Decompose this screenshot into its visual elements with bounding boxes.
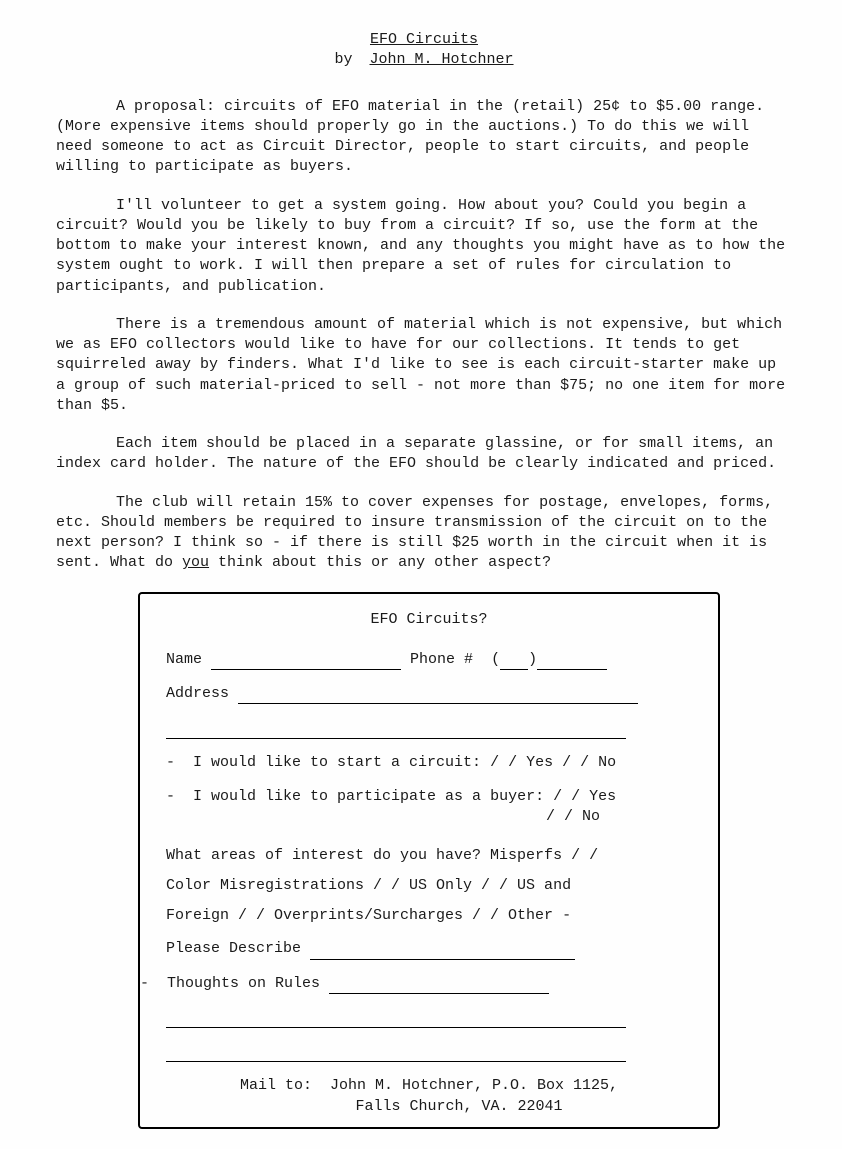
mail-to-row: Mail to: John M. Hotchner, P.O. Box 1125…: [166, 1076, 692, 1096]
address-line-2-row: [166, 718, 692, 738]
describe-row: Please Describe: [166, 939, 692, 959]
phone-label: Phone #: [410, 651, 473, 668]
describe-label: Please Describe: [166, 940, 301, 957]
name-phone-row: Name Phone # (): [166, 650, 692, 670]
thoughts-input-line-1[interactable]: [329, 977, 549, 994]
paragraph-5: The club will retain 15% to cover expens…: [56, 493, 792, 574]
thoughts-input-line-3[interactable]: [166, 1046, 626, 1063]
address-input-line[interactable]: [238, 688, 638, 705]
address-row: Address: [166, 684, 692, 704]
form-box: EFO Circuits? Name Phone # () Address - …: [138, 592, 720, 1129]
paragraph-5-you: you: [182, 554, 209, 571]
paragraph-5b: think about this or any other aspect?: [209, 554, 551, 571]
phone-paren-open: (: [491, 651, 500, 668]
paragraph-3: There is a tremendous amount of material…: [56, 315, 792, 416]
mail-to-prefix: Mail to:: [240, 1077, 312, 1094]
address-label: Address: [166, 685, 229, 702]
describe-input-line[interactable]: [310, 943, 575, 960]
byline: by John M. Hotchner: [334, 50, 513, 70]
paragraph-4: Each item should be placed in a separate…: [56, 434, 792, 475]
name-label: Name: [166, 651, 202, 668]
dash-icon: -: [166, 787, 184, 807]
paragraph-2: I'll volunteer to get a system going. Ho…: [56, 196, 792, 297]
thoughts-line-2-row: [166, 1008, 692, 1028]
question-2b[interactable]: / / No: [546, 807, 692, 827]
phone-area-line[interactable]: [500, 654, 528, 671]
mail-to-line-2: Falls Church, VA. 22041: [166, 1097, 692, 1117]
document-header: EFO Circuits by John M. Hotchner: [56, 30, 792, 71]
address-line-2[interactable]: [166, 722, 626, 739]
interest-line-3[interactable]: Foreign / / Overprints/Surcharges / / Ot…: [166, 901, 692, 931]
phone-paren-close: ): [528, 651, 537, 668]
form-title: EFO Circuits?: [166, 610, 692, 630]
thoughts-input-line-2[interactable]: [166, 1012, 626, 1029]
question-1-row: - I would like to start a circuit: / / Y…: [166, 753, 692, 773]
thoughts-label: Thoughts on Rules: [167, 975, 320, 992]
name-input-line[interactable]: [211, 654, 401, 671]
byline-author: John M. Hotchner: [370, 51, 514, 68]
question-1[interactable]: I would like to start a circuit: / / Yes…: [193, 754, 616, 771]
interest-line-2[interactable]: Color Misregistrations / / US Only / / U…: [166, 871, 692, 901]
phone-number-line[interactable]: [537, 654, 607, 671]
dash-icon: -: [166, 753, 184, 773]
thoughts-line-3-row: [166, 1042, 692, 1062]
interest-line-1[interactable]: What areas of interest do you have? Misp…: [166, 841, 692, 871]
paragraph-1: A proposal: circuits of EFO material in …: [56, 97, 792, 178]
interest-options: What areas of interest do you have? Misp…: [166, 841, 692, 931]
document-title: EFO Circuits: [56, 30, 792, 50]
dash-icon: -: [140, 974, 158, 994]
thoughts-row: - Thoughts on Rules: [140, 974, 692, 994]
mail-to-line-1: John M. Hotchner, P.O. Box 1125,: [330, 1077, 618, 1094]
question-2a[interactable]: I would like to participate as a buyer: …: [193, 788, 616, 805]
byline-prefix: by: [334, 51, 352, 68]
question-2-row: - I would like to participate as a buyer…: [166, 787, 692, 828]
